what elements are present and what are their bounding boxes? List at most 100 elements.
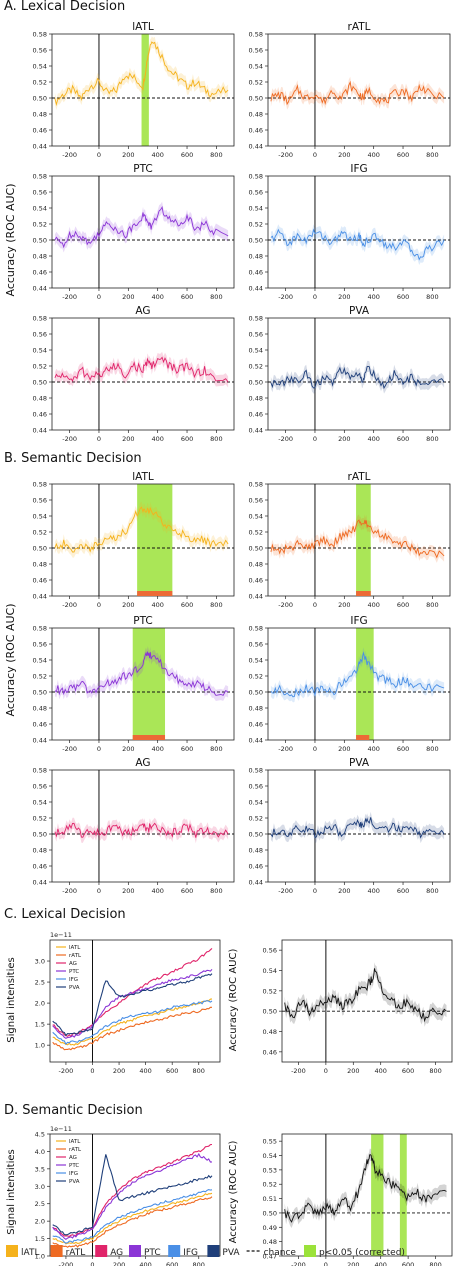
legend-label: lATL	[69, 945, 81, 951]
legend-item-label: lATL	[21, 1248, 39, 1258]
section-title-A: A. Lexical Decision	[4, 0, 125, 14]
confidence-band	[284, 1148, 447, 1228]
y-tick-label: 0.46	[249, 721, 263, 729]
series-line-lATL	[52, 1192, 213, 1245]
y-tick-label: 0.58	[249, 481, 263, 489]
x-tick-label: 0	[313, 745, 317, 753]
x-tick-label: 400	[139, 1261, 151, 1266]
panel-title: IFG	[350, 615, 367, 627]
x-tick-label: 400	[367, 601, 379, 609]
x-tick-label: 600	[402, 1067, 414, 1075]
y-tick-label: 0.46	[33, 577, 47, 585]
legend-swatch	[6, 1245, 18, 1257]
y-tick-label: 0.52	[33, 529, 47, 537]
y-tick-label: 0.54	[249, 205, 263, 213]
y-tick-label: 0.58	[249, 173, 263, 181]
x-tick-label: -200	[62, 435, 77, 443]
y-tick-label: 0.50	[33, 237, 47, 245]
panel-C-signal: 1.0 1.5 2.0 2.5 3.0 -200 0 200 400 600 800 1e−11 lAT…	[35, 931, 221, 1075]
panel-A-AG: 0.44 0.46 0.48 0.50 0.52 0.54 0.56 0.58 -200 0 200…	[33, 305, 235, 443]
panel-title: PTC	[133, 615, 152, 627]
series-line-AG	[54, 356, 229, 383]
y-tick-label: 0.50	[249, 831, 263, 839]
y-tick-label: 0.44	[249, 427, 263, 435]
x-tick-label: 200	[113, 1067, 125, 1075]
y-tick-label: 0.48	[249, 111, 263, 119]
x-tick-label: 800	[210, 151, 222, 159]
x-tick-label: 800	[426, 745, 438, 753]
legend-item-label: IFG	[183, 1248, 198, 1258]
significance-window	[141, 34, 149, 146]
x-tick-label: 800	[193, 1067, 205, 1075]
y-tick-label: 0.46	[249, 863, 263, 871]
series-line-rATL	[270, 80, 445, 106]
y-tick-label: 0.52	[249, 221, 263, 229]
y-tick-label: 0.56	[249, 497, 263, 505]
ylabel-signal-c: Signal intensities	[6, 957, 17, 1042]
x-tick-label: -200	[291, 1067, 306, 1075]
y-tick-label: 2.0	[35, 1218, 45, 1226]
y-tick-label: 0.48	[249, 561, 263, 569]
y-tick-label: 0.54	[249, 657, 263, 665]
x-tick-label: 600	[166, 1067, 178, 1075]
series-line-lATL	[54, 506, 229, 553]
y-tick-label: 0.52	[33, 815, 47, 823]
x-tick-label: 400	[151, 293, 163, 301]
y-tick-label: 0.58	[33, 625, 47, 633]
legend-swatch	[95, 1245, 108, 1257]
y-tick-label: 0.44	[249, 737, 263, 745]
panel-title: lATL	[132, 21, 154, 33]
axes-frame	[267, 317, 451, 431]
y-tick-label: 0.46	[263, 1048, 277, 1056]
ylabel-auc-a: Accuracy (ROC AUC)	[4, 183, 17, 296]
panel-B-AG: 0.44 0.46 0.48 0.50 0.52 0.54 0.56 0.58 -200 0 200…	[33, 757, 235, 895]
x-tick-label: 0	[313, 151, 317, 159]
y-tick-label: 2.0	[35, 1000, 45, 1008]
confidence-band	[270, 514, 445, 563]
y-tick-label: 0.48	[249, 705, 263, 713]
x-tick-label: 600	[397, 887, 409, 895]
panel-title: AG	[135, 305, 150, 317]
y-tick-label: 0.46	[33, 721, 47, 729]
axes-frame	[49, 939, 221, 1063]
series-line-IFG	[52, 1000, 213, 1046]
legend-item-label: p<0.05 (corrected)	[319, 1248, 405, 1258]
x-tick-label: 200	[347, 1067, 359, 1075]
y-tick-label: 0.52	[249, 79, 263, 87]
x-tick-label: 400	[374, 1261, 386, 1266]
x-tick-label: 200	[338, 435, 350, 443]
x-tick-label: -200	[291, 1261, 306, 1266]
legend-item-label: PVA	[222, 1248, 240, 1258]
y-tick-label: 0.54	[249, 799, 263, 807]
series-line-PVA	[270, 817, 445, 839]
x-tick-label: 200	[338, 887, 350, 895]
series-line-AG	[54, 822, 229, 838]
x-tick-label: 800	[210, 293, 222, 301]
x-tick-label: 0	[97, 151, 101, 159]
significance-window	[356, 484, 371, 596]
y-tick-label: 0.48	[33, 395, 47, 403]
y-tick-label: 0.56	[249, 189, 263, 197]
y-tick-label: 0.54	[249, 347, 263, 355]
x-tick-label: -200	[59, 1261, 74, 1266]
y-tick-label: 0.48	[33, 253, 47, 261]
y-tick-label: 0.54	[33, 347, 47, 355]
series-line-IFG	[270, 228, 445, 261]
axes-frame	[281, 939, 453, 1063]
panel-A-PTC: 0.44 0.46 0.48 0.50 0.52 0.54 0.56 0.58 -200 0 200…	[33, 163, 235, 301]
panel-A-lATL: 0.44 0.46 0.48 0.50 0.52 0.54 0.56 0.58 -200 0 200…	[33, 21, 235, 159]
x-tick-label: 200	[347, 1261, 359, 1266]
x-tick-label: -200	[278, 151, 293, 159]
x-tick-label: 800	[426, 435, 438, 443]
x-tick-label: 0	[97, 293, 101, 301]
series-line-PTC	[54, 205, 229, 249]
y-tick-label: 0.51	[263, 1195, 277, 1203]
x-tick-label: -200	[62, 151, 77, 159]
section-title-B: B. Semantic Decision	[4, 451, 142, 466]
y-tick-label: 0.52	[33, 79, 47, 87]
significance-window	[132, 628, 166, 740]
y-tick-label: 0.56	[33, 47, 47, 55]
x-tick-label: 400	[367, 293, 379, 301]
y-tick-label: 0.50	[249, 95, 263, 103]
x-tick-label: 200	[122, 601, 134, 609]
